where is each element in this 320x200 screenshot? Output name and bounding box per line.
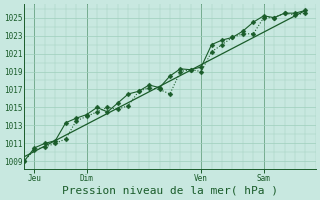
X-axis label: Pression niveau de la mer( hPa ): Pression niveau de la mer( hPa ) [62, 186, 278, 196]
